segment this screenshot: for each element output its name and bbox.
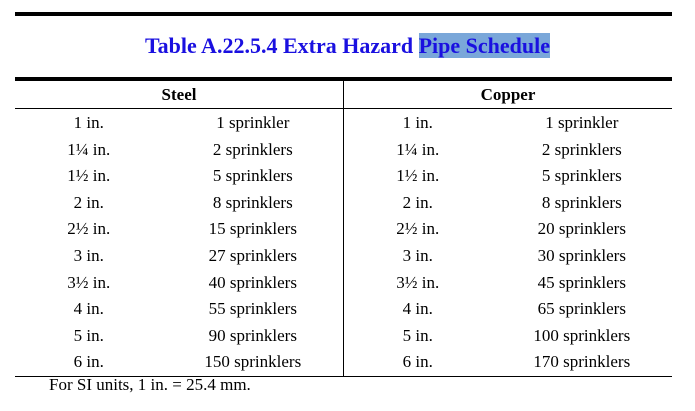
- table-row: 1½ in. 5 sprinklers: [344, 163, 672, 190]
- table-row: 1¼ in. 2 sprinklers: [15, 137, 343, 164]
- header-steel: Steel: [15, 81, 344, 108]
- pipe-size: 6 in.: [402, 352, 433, 372]
- sprinkler-count: 90 sprinklers: [208, 325, 297, 345]
- table-title: Table A.22.5.4 Extra Hazard Pipe Schedul…: [0, 30, 695, 61]
- table-row: 3½ in. 40 sprinklers: [15, 270, 343, 297]
- pipe-size: 2½ in.: [67, 219, 111, 239]
- pipe-size: 1 in.: [73, 113, 104, 132]
- sprinkler-count: 170 sprinklers: [533, 352, 631, 372]
- sprinkler-count: 150 sprinklers: [204, 352, 302, 372]
- pipe-size: 1¼ in.: [396, 139, 440, 159]
- table-row: 5 in. 90 sprinklers: [15, 323, 343, 350]
- sprinkler-count: 45 sprinklers: [537, 272, 626, 292]
- pipe-size: 2 in.: [402, 192, 433, 212]
- table-row: 6 in. 170 sprinklers: [344, 349, 672, 376]
- table-row: 1½ in. 5 sprinklers: [15, 163, 343, 190]
- title-text: Table A.22.5.4 Extra Hazard: [145, 33, 419, 58]
- table-row: 2 in. 8 sprinklers: [15, 190, 343, 217]
- table-row: 3 in. 27 sprinklers: [15, 243, 343, 270]
- header-copper: Copper: [480, 85, 536, 104]
- pipe-size: 1¼ in.: [67, 139, 111, 159]
- table-row: 2 in. 8 sprinklers: [344, 190, 672, 217]
- sprinkler-count: 27 sprinklers: [208, 245, 297, 265]
- table-row: 4 in. 65 sprinklers: [344, 296, 672, 323]
- table-row: 3½ in. 45 sprinklers: [344, 270, 672, 297]
- table-row: 3 in. 30 sprinklers: [344, 243, 672, 270]
- sprinkler-count: 2 sprinklers: [212, 139, 293, 159]
- pipe-size: 5 in.: [402, 325, 433, 345]
- copper-column: 1 in. 1 sprinkler 1¼ in. 2 sprinklers 1½ in.…: [344, 109, 672, 376]
- sprinkler-count: 15 sprinklers: [208, 219, 297, 239]
- pipe-size: 3 in.: [402, 245, 433, 265]
- sprinkler-count: 30 sprinklers: [537, 245, 626, 265]
- pipe-size: 1 in.: [402, 113, 433, 132]
- table-row: 2½ in. 20 sprinklers: [344, 216, 672, 243]
- pipe-size: 2½ in.: [396, 219, 440, 239]
- steel-column: 1 in. 1 sprinkler 1¼ in. 2 sprinklers 1½ in.…: [15, 109, 344, 376]
- table-row: 1 in. 1 sprinkler: [15, 110, 343, 137]
- table-row: 1 in. 1 sprinkler: [344, 110, 672, 137]
- sprinkler-count: 5 sprinklers: [541, 166, 622, 186]
- pipe-size: 4 in.: [402, 299, 433, 319]
- pipe-size: 1½ in.: [67, 166, 111, 186]
- sprinkler-count: 8 sprinklers: [541, 192, 622, 212]
- sprinkler-count: 1 sprinkler: [216, 113, 290, 132]
- sprinkler-count: 2 sprinklers: [541, 139, 622, 159]
- pipe-size: 2 in.: [73, 192, 104, 212]
- sprinkler-count: 55 sprinklers: [208, 299, 297, 319]
- table-row: 6 in. 150 sprinklers: [15, 349, 343, 376]
- pipe-size: 6 in.: [73, 352, 104, 372]
- sprinkler-count: 65 sprinklers: [537, 299, 626, 319]
- pipe-size: 3½ in.: [67, 272, 111, 292]
- pipe-size: 5 in.: [73, 325, 104, 345]
- sprinkler-count: 20 sprinklers: [537, 219, 626, 239]
- sprinkler-count: 1 sprinkler: [545, 113, 619, 132]
- pipe-size: 3½ in.: [396, 272, 440, 292]
- table-row: 4 in. 55 sprinklers: [15, 296, 343, 323]
- table-header: Steel Copper: [15, 81, 672, 109]
- pipe-size: 4 in.: [73, 299, 104, 319]
- sprinkler-count: 8 sprinklers: [212, 192, 293, 212]
- table-row: 1¼ in. 2 sprinklers: [344, 137, 672, 164]
- sprinkler-count: 5 sprinklers: [212, 166, 293, 186]
- footnote: For SI units, 1 in. = 25.4 mm.: [49, 375, 251, 394]
- pipe-size: 1½ in.: [396, 166, 440, 186]
- sprinkler-count: 40 sprinklers: [208, 272, 297, 292]
- sprinkler-count: 100 sprinklers: [533, 325, 631, 345]
- table-row: 5 in. 100 sprinklers: [344, 323, 672, 350]
- title-selected-text[interactable]: Pipe Schedule: [418, 33, 550, 58]
- table-row: 2½ in. 15 sprinklers: [15, 216, 343, 243]
- pipe-schedule-table: Steel Copper 1 in. 1 sprinkler 1¼ in. 2 spr…: [15, 77, 672, 377]
- top-rule: [15, 12, 672, 16]
- pipe-size: 3 in.: [73, 245, 104, 265]
